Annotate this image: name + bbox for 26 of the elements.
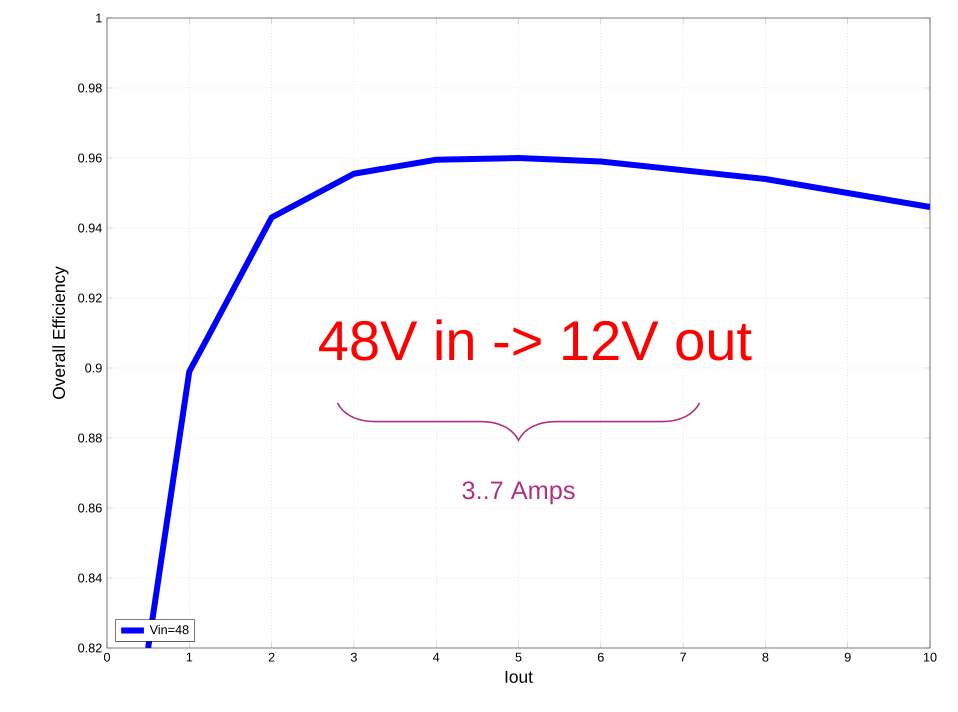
- x-tick-label: 7: [680, 652, 686, 662]
- x-tick-label: 10: [924, 652, 937, 662]
- y-tick-label: 0.82: [78, 644, 102, 652]
- y-tick-label: 0.96: [78, 154, 102, 162]
- y-axis-title: Overall Efficiency: [52, 266, 68, 399]
- x-tick-label: 2: [268, 652, 274, 662]
- y-tick-label: 0.86: [78, 504, 102, 512]
- annotation: 48V in -> 12V out: [319, 319, 752, 361]
- y-tick-label: 0.94: [78, 224, 102, 232]
- legend-label: Vin=48: [150, 624, 189, 634]
- x-tick-label: 5: [515, 652, 522, 662]
- x-tick-label: 9: [844, 652, 851, 662]
- y-tick-label: 0.98: [78, 84, 102, 92]
- x-tick-label: 4: [432, 652, 440, 662]
- x-tick-label: 8: [762, 652, 768, 662]
- y-tick-label: 0.9: [85, 364, 102, 372]
- x-axis-title: Iout: [506, 670, 533, 683]
- x-tick-label: 1: [186, 652, 192, 662]
- y-tick-label: 0.92: [78, 294, 102, 302]
- y-tick-label: 0.84: [78, 574, 102, 582]
- annotation: 3..7 Amps: [462, 481, 575, 504]
- x-tick-label: 6: [598, 652, 604, 662]
- y-tick-label: 1: [96, 14, 102, 22]
- x-tick-label: 3: [350, 652, 357, 662]
- x-tick-label: 0: [104, 652, 110, 662]
- y-tick-label: 0.88: [78, 434, 102, 442]
